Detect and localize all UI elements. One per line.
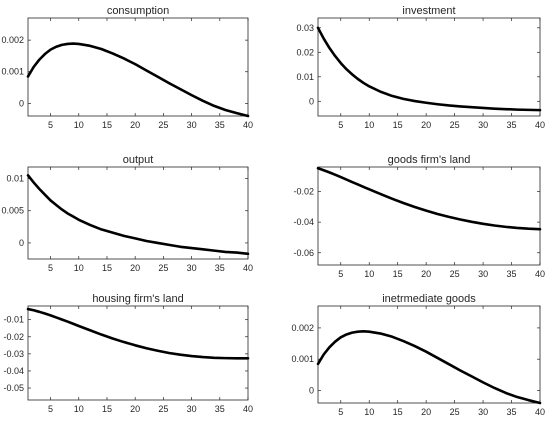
y-tick-label: -0.02 [3,332,24,342]
chart-title: output [123,154,154,166]
series-line-1 [316,330,542,405]
x-tick-label: 10 [364,407,374,417]
x-tick-label: 10 [74,404,84,414]
axes-frame [27,166,249,260]
x-tick-label: 5 [338,269,343,279]
y-tick-label: 0.002 [291,323,314,333]
x-tick-label: 10 [364,269,374,279]
subplot-4: goods firm's land 5 10 15 20 25 30 35 40 -0.06 -0.… [293,154,545,279]
x-tick-label: 40 [243,120,253,130]
x-tick-label: 20 [421,120,431,130]
x-tick-label: 25 [450,120,460,130]
x-tick-label: 35 [215,404,225,414]
x-tick-label: 25 [450,407,460,417]
x-tick-label: 15 [393,269,403,279]
x-tick-label: 30 [478,269,488,279]
x-tick-label: 10 [74,263,84,273]
x-tick-label: 30 [187,120,197,130]
chart-title: consumption [107,5,169,17]
chart-title: goods firm's land [388,154,471,166]
y-tick-label: 0.002 [1,35,24,45]
y-tick-label: 0 [19,98,24,108]
y-tick-label: 0.001 [1,67,24,77]
subplot-2: investment 5 10 15 20 25 30 35 40 0 0.01 0.02 0.03 [296,5,545,130]
x-tick-label: 30 [187,404,197,414]
x-tick-label: 5 [48,404,53,414]
chart-title: investment [402,5,455,17]
axes-frame [27,305,249,401]
x-tick-label: 30 [478,120,488,130]
x-tick-label: 35 [215,263,225,273]
x-tick-label: 10 [74,120,84,130]
subplot-1: consumption 5 10 15 20 25 30 35 40 0 0.001 0.002 [1,5,253,130]
x-tick-label: 40 [243,263,253,273]
y-tick-label: 0 [309,385,314,395]
y-tick-label: -0.06 [293,248,314,258]
y-tick-label: 0.01 [6,174,24,184]
y-tick-label: -0.02 [293,187,314,197]
chart-title: inetrmediate goods [382,293,476,305]
x-tick-label: 20 [421,269,431,279]
y-tick-label: 0.005 [1,206,24,216]
x-tick-label: 5 [48,120,53,130]
x-tick-label: 20 [130,263,140,273]
x-tick-label: 5 [338,120,343,130]
y-tick-label: 0.03 [296,23,314,33]
series-line-1 [316,26,542,112]
x-tick-label: 35 [507,407,517,417]
x-tick-label: 15 [102,120,112,130]
x-tick-label: 30 [187,263,197,273]
axes-frame [27,17,249,117]
y-tick-label: -0.05 [3,383,24,393]
y-tick-label: -0.04 [293,217,314,227]
subplot-5: housing firm's land 5 10 15 20 25 30 35 40 -0.05 -… [3,293,253,414]
y-tick-label: 0 [309,96,314,106]
x-tick-label: 25 [158,120,168,130]
y-tick-label: -0.04 [3,366,24,376]
series-line-1 [26,42,250,118]
x-tick-label: 5 [338,407,343,417]
series-line-1 [26,174,250,256]
x-tick-label: 20 [421,407,431,417]
x-tick-label: 40 [535,269,545,279]
series-line-1 [26,307,250,360]
axes-frame [317,17,541,117]
y-tick-label: 0.01 [296,72,314,82]
x-tick-label: 35 [507,269,517,279]
x-tick-label: 35 [215,120,225,130]
x-tick-label: 10 [364,120,374,130]
y-tick-label: 0.001 [291,354,314,364]
y-tick-label: 0.02 [296,47,314,57]
chart-title: housing firm's land [92,293,183,305]
x-tick-label: 35 [507,120,517,130]
x-tick-label: 15 [102,404,112,414]
x-tick-label: 25 [158,404,168,414]
x-tick-label: 25 [158,263,168,273]
x-tick-label: 40 [535,120,545,130]
x-tick-label: 20 [130,120,140,130]
x-tick-label: 40 [535,407,545,417]
subplot-6: inetrmediate goods 5 10 15 20 25 30 35 40 0 0.001 0… [291,293,545,417]
series-line-1 [316,166,542,231]
x-tick-label: 15 [393,407,403,417]
axes-frame [317,166,541,266]
y-tick-label: -0.01 [3,315,24,325]
y-tick-label: 0 [19,238,24,248]
axes-frame [317,305,541,404]
x-tick-label: 20 [130,404,140,414]
x-tick-label: 40 [243,404,253,414]
x-tick-label: 15 [393,120,403,130]
subplot-3: output 5 10 15 20 25 30 35 40 0 0.005 0.01 [1,154,253,273]
x-tick-label: 25 [450,269,460,279]
x-tick-label: 30 [478,407,488,417]
x-tick-label: 5 [48,263,53,273]
x-tick-label: 15 [102,263,112,273]
y-tick-label: -0.03 [3,349,24,359]
